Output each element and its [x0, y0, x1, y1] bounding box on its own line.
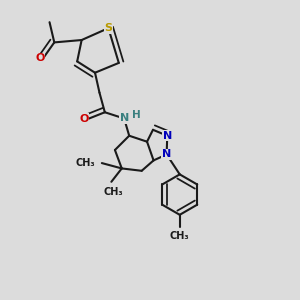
- Text: S: S: [104, 23, 112, 33]
- Text: CH₃: CH₃: [76, 158, 95, 168]
- Text: H: H: [132, 110, 141, 120]
- Text: N: N: [163, 131, 172, 141]
- Text: CH₃: CH₃: [103, 187, 123, 197]
- Text: N: N: [119, 113, 129, 124]
- Text: CH₃: CH₃: [170, 231, 190, 241]
- Text: O: O: [79, 114, 89, 124]
- Text: O: O: [35, 53, 45, 64]
- Text: N: N: [162, 149, 171, 160]
